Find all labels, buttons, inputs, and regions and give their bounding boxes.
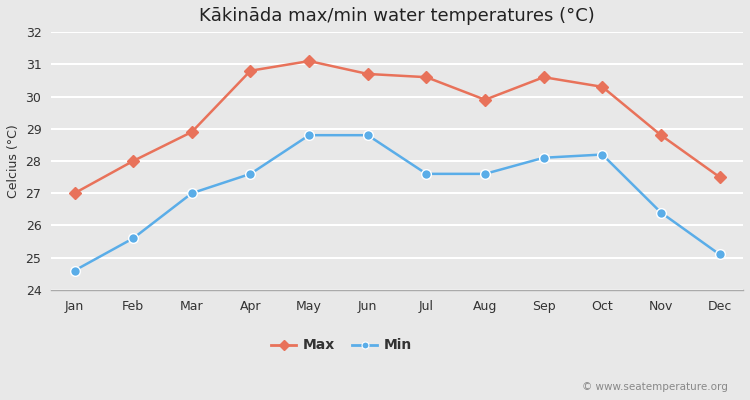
Max <box>656 133 665 138</box>
Y-axis label: Celcius (°C): Celcius (°C) <box>7 124 20 198</box>
Max <box>70 191 79 196</box>
Max <box>188 130 196 134</box>
Max <box>422 75 431 80</box>
Max <box>304 59 313 64</box>
Max <box>363 72 372 76</box>
Legend: Max, Min: Max, Min <box>266 333 418 358</box>
Max <box>129 158 138 163</box>
Min <box>598 152 607 157</box>
Title: Kākināda max/min water temperatures (°C): Kākināda max/min water temperatures (°C) <box>200 7 595 25</box>
Min <box>304 133 313 138</box>
Min <box>539 155 548 160</box>
Min <box>246 172 255 176</box>
Min <box>715 252 724 257</box>
Max <box>539 75 548 80</box>
Max <box>246 68 255 73</box>
Min <box>70 268 79 273</box>
Min <box>422 172 431 176</box>
Line: Min: Min <box>70 130 724 276</box>
Min <box>481 172 490 176</box>
Max <box>481 97 490 102</box>
Min <box>129 236 138 241</box>
Min <box>656 210 665 215</box>
Text: © www.seatemperature.org: © www.seatemperature.org <box>582 382 728 392</box>
Max <box>715 175 724 180</box>
Max <box>598 84 607 89</box>
Min <box>188 191 196 196</box>
Line: Max: Max <box>70 57 724 197</box>
Min <box>363 133 372 138</box>
